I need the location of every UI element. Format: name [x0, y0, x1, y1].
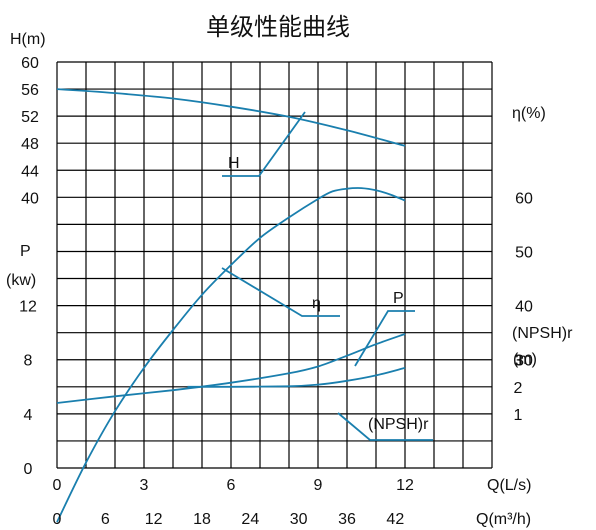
- head-tick-label: 52: [21, 109, 39, 126]
- efficiency-axis-label: η(%): [512, 105, 546, 122]
- q-m3h-tick-label: 18: [193, 511, 211, 528]
- head-tick-label: 60: [21, 55, 39, 72]
- npsh-axis-label: (NPSH)r: [512, 325, 573, 342]
- power-axis-label: P: [20, 243, 31, 260]
- head-tick-label: 44: [21, 163, 39, 180]
- q-ls-tick-label: 9: [314, 477, 323, 494]
- chart-title: 单级性能曲线: [206, 13, 350, 41]
- power-tick-label: 4: [24, 407, 33, 424]
- head-axis-label: H(m): [10, 31, 46, 48]
- q-m3h-tick-label: 42: [386, 511, 404, 528]
- head-tick-label: 40: [21, 190, 39, 207]
- head-tick-label: 48: [21, 136, 39, 153]
- npsh-curve-leader: [337, 412, 433, 441]
- q-ls-tick-label: 0: [53, 477, 62, 494]
- power-axis-unit: (kw): [6, 272, 36, 289]
- h-curve-label: H: [228, 155, 240, 172]
- h-curve: [56, 88, 406, 147]
- npsh-axis-unit: (m): [513, 351, 537, 368]
- q-ls-tick-label: 3: [140, 477, 149, 494]
- p-curve-leader: [354, 310, 415, 367]
- eta-curve: [56, 187, 406, 523]
- head-tick-label: 56: [21, 82, 39, 99]
- eta-curve-label: η: [312, 295, 321, 312]
- efficiency-tick-label: 30: [515, 353, 533, 370]
- h-curve-leader: [222, 111, 306, 177]
- q-ls-axis-label: Q(L/s): [487, 477, 531, 494]
- npsh-tick-label: 2: [514, 380, 523, 397]
- power-tick-label: 12: [19, 299, 37, 316]
- npsh-tick-label: 1: [514, 407, 523, 424]
- q-m3h-tick-label: 30: [290, 511, 308, 528]
- npsh-tick-label: 3: [514, 353, 523, 370]
- p-curve-label: P: [393, 290, 404, 307]
- efficiency-tick-label: 50: [515, 244, 533, 261]
- npshr-curve: [187, 367, 406, 388]
- q-m3h-tick-label: 12: [145, 511, 163, 528]
- p-curve: [56, 333, 406, 404]
- q-m3h-tick-label: 6: [101, 511, 110, 528]
- q-m3h-axis-label: Q(m³/h): [476, 511, 531, 528]
- q-m3h-tick-label: 36: [338, 511, 356, 528]
- npsh-curve-label: (NPSH)r: [368, 416, 429, 433]
- efficiency-tick-label: 40: [515, 299, 533, 316]
- eta-curve-leader: [221, 267, 340, 317]
- power-tick-label: 0: [24, 461, 33, 478]
- q-ls-tick-label: 6: [227, 477, 236, 494]
- q-m3h-tick-label: 0: [53, 511, 62, 528]
- power-tick-label: 8: [24, 353, 33, 370]
- chart-grid: [56, 61, 493, 469]
- q-ls-tick-label: 12: [396, 477, 414, 494]
- efficiency-tick-label: 60: [515, 190, 533, 207]
- chart-curves: [56, 88, 406, 523]
- q-m3h-tick-label: 24: [241, 511, 259, 528]
